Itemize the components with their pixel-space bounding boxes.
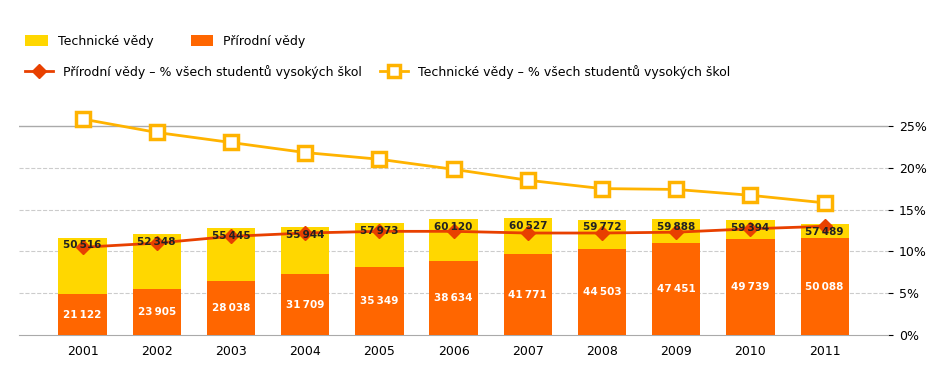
Bar xyxy=(207,228,255,335)
Text: 47 451: 47 451 xyxy=(656,284,695,295)
Bar xyxy=(59,295,107,335)
Text: 59 772: 59 772 xyxy=(582,222,620,232)
Text: 52 348: 52 348 xyxy=(138,237,176,247)
Bar xyxy=(578,220,626,335)
Text: 28 038: 28 038 xyxy=(211,303,250,313)
Text: 21 122: 21 122 xyxy=(63,310,102,320)
Bar xyxy=(726,239,774,335)
Text: 50 516: 50 516 xyxy=(63,240,102,250)
Bar xyxy=(503,218,551,335)
Text: 49 739: 49 739 xyxy=(731,282,768,292)
Bar xyxy=(578,249,626,335)
Text: 60 120: 60 120 xyxy=(434,221,472,232)
Bar xyxy=(132,289,180,335)
Text: 59 888: 59 888 xyxy=(656,222,695,232)
Text: 23 905: 23 905 xyxy=(138,307,176,317)
Bar xyxy=(207,281,255,335)
Bar xyxy=(429,261,478,335)
Text: 41 771: 41 771 xyxy=(508,290,547,300)
Bar xyxy=(355,223,403,335)
Bar xyxy=(132,234,180,335)
Bar xyxy=(651,243,700,335)
Bar xyxy=(59,238,107,335)
Text: 50 088: 50 088 xyxy=(804,282,843,292)
Text: 35 349: 35 349 xyxy=(360,296,398,306)
Text: 31 709: 31 709 xyxy=(286,299,324,310)
Bar xyxy=(800,224,848,335)
Bar xyxy=(429,219,478,335)
Legend: Přírodní vědy – % všech studentů vysokých škol, Technické vědy – % všech student: Přírodní vědy – % všech studentů vysokýc… xyxy=(25,65,730,79)
Text: 57 973: 57 973 xyxy=(360,226,398,236)
Bar xyxy=(355,267,403,335)
Text: 59 394: 59 394 xyxy=(731,223,768,233)
Text: 55 944: 55 944 xyxy=(286,230,324,240)
Bar xyxy=(503,255,551,335)
Text: 55 445: 55 445 xyxy=(211,231,250,240)
Bar xyxy=(800,239,848,335)
Bar xyxy=(651,219,700,335)
Text: 38 634: 38 634 xyxy=(434,293,472,303)
Text: 44 503: 44 503 xyxy=(582,287,621,297)
Text: 57 489: 57 489 xyxy=(804,227,843,237)
Text: 60 527: 60 527 xyxy=(508,221,547,231)
Bar xyxy=(280,274,329,335)
Bar xyxy=(280,227,329,335)
Bar xyxy=(726,220,774,335)
